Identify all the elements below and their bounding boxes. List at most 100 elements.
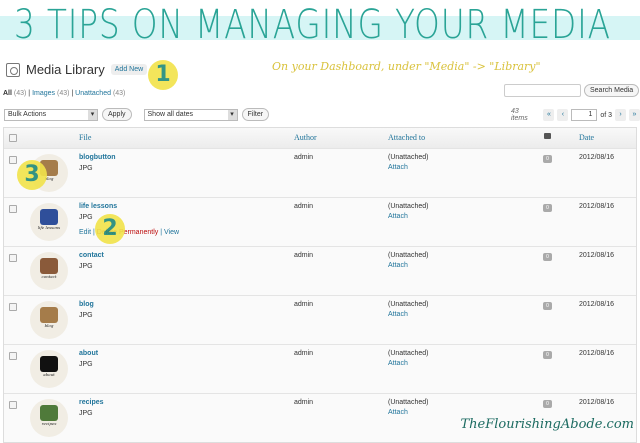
- attached-status: (Unattached): [388, 203, 429, 210]
- row-checkbox[interactable]: [9, 401, 17, 409]
- banner: 3 TIPS ON MANAGING YOUR MEDIA: [0, 0, 640, 58]
- thumbnail-label: blog: [44, 176, 54, 181]
- filter-all[interactable]: All: [3, 90, 12, 97]
- toolbar: Bulk Actions Apply Show all dates Filter: [4, 108, 270, 121]
- attach-link[interactable]: Attach: [388, 360, 408, 367]
- media-table: File Author Attached to Date blog blogbu…: [3, 127, 637, 443]
- bulk-actions-select[interactable]: Bulk Actions: [4, 108, 98, 121]
- count: (43): [13, 90, 27, 97]
- file-name-link[interactable]: life lessons: [79, 203, 118, 210]
- file-name-link[interactable]: contact: [79, 252, 104, 259]
- add-new-button[interactable]: Add New: [110, 64, 148, 75]
- thumbnail-image[interactable]: blog: [30, 301, 68, 339]
- comment-count[interactable]: 0: [543, 302, 552, 310]
- thumbnail-label: contact: [41, 274, 57, 279]
- items-count: 43 items: [511, 108, 528, 122]
- row-actions: Edit | Delete Permanently | View: [79, 229, 180, 236]
- date: 2012/08/16: [579, 301, 615, 308]
- file-name-link[interactable]: recipes: [79, 399, 104, 406]
- next-page-button[interactable]: ›: [615, 109, 627, 121]
- file-type: JPG: [79, 312, 93, 319]
- last-page-button[interactable]: »: [629, 109, 640, 121]
- media-library-icon: [6, 62, 20, 77]
- thumbnail-graphic: [40, 405, 58, 421]
- attached-status: (Unattached): [388, 301, 429, 308]
- thumbnail-label: blog: [44, 323, 54, 328]
- file-name-link[interactable]: blog: [79, 301, 94, 308]
- thumbnail-graphic: [40, 209, 58, 225]
- row-checkbox[interactable]: [9, 352, 17, 360]
- search-media-button[interactable]: Search Media: [584, 84, 640, 97]
- select-all-checkbox[interactable]: [9, 134, 17, 142]
- view-link[interactable]: View: [163, 229, 180, 236]
- filter-images[interactable]: Images: [32, 90, 56, 97]
- comment-count[interactable]: 0: [543, 351, 552, 359]
- row-checkbox[interactable]: [9, 254, 17, 262]
- column-author[interactable]: Author: [294, 133, 317, 142]
- hint-text: On your Dashboard, under "Media" -> "Lib…: [272, 60, 541, 73]
- author: admin: [294, 301, 314, 308]
- thumbnail-image[interactable]: life lessons: [30, 203, 68, 241]
- page-total: of 3: [600, 111, 613, 119]
- author: admin: [294, 252, 314, 259]
- thumbnail-graphic: [40, 307, 58, 323]
- page-title: Media Library: [26, 62, 105, 77]
- author: admin: [294, 154, 314, 161]
- search-box: Search Media: [504, 84, 640, 97]
- page-input[interactable]: 1: [571, 109, 598, 121]
- first-page-button[interactable]: «: [543, 109, 555, 121]
- filter-button[interactable]: Filter: [241, 108, 270, 121]
- file-name-link[interactable]: about: [79, 350, 99, 357]
- prev-page-button[interactable]: ‹: [557, 109, 569, 121]
- table-row: blog blogbutton JPG admin (Unattached) A…: [4, 148, 636, 197]
- author: admin: [294, 399, 314, 406]
- table-row: about about JPG admin (Unattached) Attac…: [4, 344, 636, 393]
- attach-link[interactable]: Attach: [388, 262, 408, 269]
- date: 2012/08/16: [579, 154, 615, 161]
- comment-count[interactable]: 0: [543, 204, 552, 212]
- row-checkbox[interactable]: [9, 303, 17, 311]
- step-badge-1: 1: [148, 60, 178, 90]
- edit-link[interactable]: Edit: [79, 229, 92, 236]
- date: 2012/08/16: [579, 252, 615, 259]
- column-attached[interactable]: Attached to: [388, 133, 426, 142]
- comment-count[interactable]: 0: [543, 253, 552, 261]
- table-row: contact contact JPG admin (Unattached) A…: [4, 246, 636, 295]
- step-badge-2: 2: [95, 214, 125, 244]
- comment-bubble-icon: [544, 133, 551, 139]
- attached-status: (Unattached): [388, 350, 429, 357]
- file-name-link[interactable]: blogbutton: [79, 154, 116, 161]
- count: (43): [57, 90, 70, 97]
- date: 2012/08/16: [579, 399, 615, 406]
- comment-count[interactable]: 0: [543, 155, 552, 163]
- apply-button[interactable]: Apply: [102, 108, 132, 121]
- row-checkbox[interactable]: [9, 205, 17, 213]
- attach-link[interactable]: Attach: [388, 311, 408, 318]
- attached-status: (Unattached): [388, 399, 429, 406]
- attach-link[interactable]: Attach: [388, 409, 408, 416]
- delete-permanently-link[interactable]: Delete Permanently: [96, 229, 159, 236]
- date: 2012/08/16: [579, 350, 615, 357]
- view-filters: All (43) | Images (43) | Unattached (43): [3, 90, 126, 97]
- filter-unattached[interactable]: Unattached: [75, 90, 111, 97]
- comment-count[interactable]: 0: [543, 400, 552, 408]
- thumbnail-image[interactable]: recipes: [30, 399, 68, 437]
- attach-link[interactable]: Attach: [388, 164, 408, 171]
- thumbnail-label: recipes: [41, 421, 57, 426]
- table-row: blog blog JPG admin (Unattached) Attach …: [4, 295, 636, 344]
- pagination: 43 items « ‹ 1 of 3 › »: [511, 108, 640, 122]
- row-checkbox[interactable]: [9, 156, 17, 164]
- thumbnail-label: life lessons: [37, 225, 61, 230]
- column-file[interactable]: File: [79, 133, 92, 142]
- banner-band: [0, 16, 640, 40]
- file-type: JPG: [79, 361, 93, 368]
- date-filter-select[interactable]: Show all dates: [143, 108, 238, 121]
- attach-link[interactable]: Attach: [388, 213, 408, 220]
- date: 2012/08/16: [579, 203, 615, 210]
- watermark: TheFlourishingAbode.com: [460, 417, 634, 432]
- column-date[interactable]: Date: [579, 133, 595, 142]
- thumbnail-image[interactable]: contact: [30, 252, 68, 290]
- search-input[interactable]: [504, 84, 581, 97]
- step-badge-3: 3: [17, 160, 47, 190]
- thumbnail-image[interactable]: about: [30, 350, 68, 388]
